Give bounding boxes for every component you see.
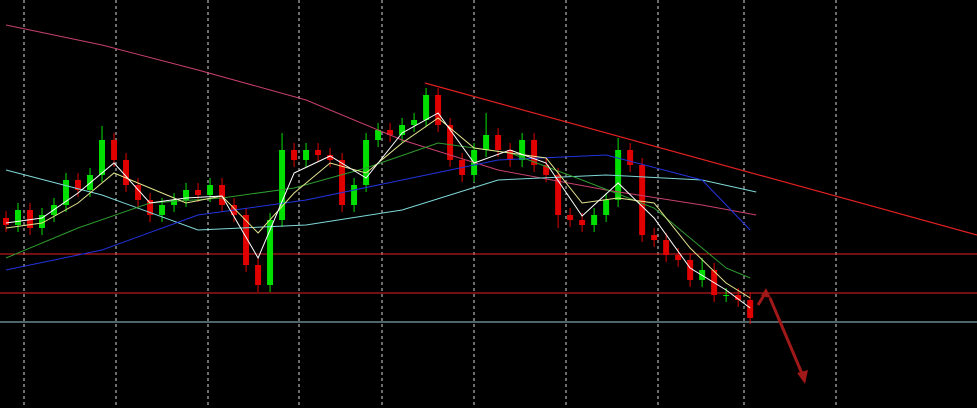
candle-body	[675, 255, 682, 260]
candle-body	[339, 160, 346, 205]
candle-body	[495, 135, 502, 150]
arrow-head	[797, 370, 808, 384]
candle-body	[303, 150, 310, 160]
candle-body	[159, 205, 166, 215]
candle-body	[243, 215, 250, 265]
candle-body	[195, 190, 202, 195]
candle-body	[399, 125, 406, 135]
candle-body	[603, 200, 610, 215]
candle-body	[591, 215, 598, 225]
arrow-down	[768, 297, 805, 377]
candle-body	[747, 300, 754, 318]
candle-body	[411, 120, 418, 125]
candle-body	[723, 295, 730, 296]
candle-body	[555, 175, 562, 215]
candle-body	[639, 165, 646, 235]
trend-line	[424, 82, 977, 236]
forecast-arrows	[756, 288, 808, 384]
candle-body	[315, 150, 322, 155]
candle-body	[15, 210, 22, 225]
candle-body	[567, 215, 574, 220]
candle-body	[387, 130, 394, 135]
candle-body	[291, 150, 298, 160]
moving-average	[5, 112, 751, 309]
candle-body	[171, 200, 178, 205]
candle-body	[687, 260, 694, 280]
moving-average	[5, 154, 751, 271]
candle-body	[279, 150, 286, 220]
candle-body	[519, 140, 526, 160]
candle-body	[663, 240, 670, 255]
candle-body	[615, 150, 622, 200]
candle-body	[27, 210, 34, 228]
candle-body	[207, 185, 214, 195]
candle-body	[99, 140, 106, 175]
candle-body	[147, 200, 154, 215]
candle-body	[447, 125, 454, 160]
moving-average	[5, 24, 757, 216]
candle-body	[327, 155, 334, 160]
candle-body	[135, 185, 142, 200]
candle-body	[435, 95, 442, 125]
candle-body	[75, 180, 82, 190]
candle-body	[627, 150, 634, 165]
candle-body	[183, 190, 190, 200]
arrow-head	[761, 288, 771, 298]
candle-body	[483, 135, 490, 150]
candle-body	[111, 140, 118, 160]
candle-body	[3, 218, 10, 225]
time-grid	[23, 0, 837, 408]
candle-body	[507, 150, 514, 160]
candle-body	[255, 265, 262, 285]
candle-body	[123, 160, 130, 185]
candle-body	[579, 220, 586, 225]
candle-body	[63, 180, 70, 205]
moving-average	[5, 169, 757, 231]
candle-body	[267, 220, 274, 285]
candle-body	[423, 95, 430, 120]
plot-area	[0, 24, 977, 324]
candle-body	[735, 295, 742, 300]
candle-body	[39, 215, 46, 228]
candle-body	[219, 185, 226, 205]
candle-body	[531, 140, 538, 165]
candle-body	[543, 165, 550, 175]
candle-body	[351, 185, 358, 205]
candle-body	[651, 235, 658, 240]
candle-body	[363, 140, 370, 185]
candle-body	[375, 130, 382, 140]
